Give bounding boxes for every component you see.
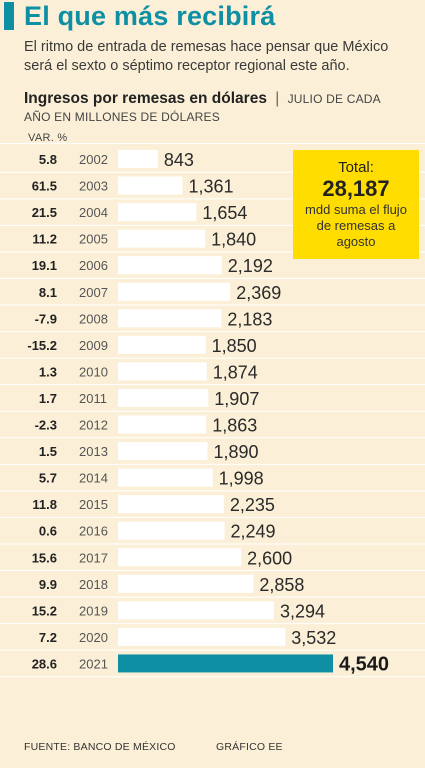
year-label: 2007 (79, 285, 108, 300)
value-label: 3,532 (291, 628, 336, 648)
value-label: 1,890 (214, 442, 259, 462)
year-label: 2018 (79, 577, 108, 592)
bar (118, 388, 209, 407)
var-pct-label: 15.6 (32, 550, 57, 565)
value-label: 1,907 (214, 389, 259, 409)
bar (118, 282, 231, 301)
source-note: FUENTE: BANCO DE MÉXICO (24, 741, 176, 753)
value-label: 1,998 (219, 469, 264, 489)
bar (118, 627, 286, 646)
var-pct-label: 21.5 (32, 205, 57, 220)
var-pct-label: 11.8 (32, 497, 57, 512)
var-pct-label: 15.2 (32, 603, 57, 618)
value-label: 2,235 (230, 495, 275, 515)
value-label: 843 (164, 150, 194, 170)
value-label: 1,874 (213, 362, 258, 382)
bar (118, 309, 222, 328)
year-label: 2014 (79, 471, 108, 486)
var-pct-label: 1.7 (39, 391, 57, 406)
value-label: 2,369 (236, 283, 281, 303)
var-pct-label: 19.1 (32, 258, 57, 273)
bar-highlight (118, 654, 333, 673)
year-label: 2020 (79, 630, 108, 645)
chart-units: AÑO EN MILLONES DE DÓLARES (24, 110, 220, 124)
value-label: 3,294 (280, 601, 325, 621)
year-label: 2006 (79, 258, 108, 273)
bar (118, 229, 206, 248)
var-pct-label: -7.9 (35, 311, 57, 326)
var-pct-label: 11.2 (32, 232, 57, 247)
year-label: 2015 (79, 497, 108, 512)
var-pct-label: 9.9 (39, 577, 57, 592)
year-label: 2012 (79, 418, 108, 433)
year-label: 2017 (79, 550, 108, 565)
var-pct-label: 1.5 (39, 444, 57, 459)
value-label: 2,858 (259, 575, 304, 595)
total-value: 28,187 (322, 176, 390, 201)
year-label: 2004 (79, 205, 108, 220)
graphic-credit: GRÁFICO EE (216, 741, 283, 753)
value-label: 2,192 (228, 256, 273, 276)
headline-accent-bar (4, 2, 14, 30)
var-pct-label: 0.6 (39, 524, 57, 539)
bar (118, 203, 197, 222)
value-label: 4,540 (339, 653, 389, 675)
bar (118, 468, 213, 487)
bar (118, 601, 274, 620)
var-pct-label: 5.8 (39, 152, 57, 167)
value-label: 1,850 (212, 336, 257, 356)
value-label: 1,361 (188, 177, 233, 197)
value-label: 1,654 (202, 203, 247, 223)
value-label: 2,249 (231, 522, 276, 542)
var-pct-label: -2.3 (35, 418, 57, 433)
bar (118, 362, 207, 381)
bar (118, 521, 225, 540)
year-label: 2013 (79, 444, 108, 459)
var-pct-label: 8.1 (39, 285, 57, 300)
var-pct-label: 5.7 (39, 471, 57, 486)
bar (118, 335, 206, 354)
year-label: 2008 (79, 311, 108, 326)
year-label: 2002 (79, 152, 108, 167)
year-label: 2011 (79, 391, 107, 406)
var-pct-label: 1.3 (39, 364, 57, 379)
total-label: Total: (338, 159, 374, 176)
year-label: 2021 (79, 656, 108, 671)
header-divider (0, 143, 425, 144)
bar (118, 415, 207, 434)
value-label: 1,863 (212, 416, 257, 436)
year-label: 2005 (79, 232, 108, 247)
var-pct-label: -15.2 (27, 338, 57, 353)
value-label: 2,183 (227, 309, 272, 329)
var-pct-label: 28.6 (32, 656, 57, 671)
headline: El que más recibirá (24, 1, 276, 31)
dek-text: El ritmo de entrada de remesas hace pens… (24, 39, 389, 74)
year-label: 2009 (79, 338, 108, 353)
year-label: 2010 (79, 364, 108, 379)
bar (118, 176, 183, 195)
var-pct-header: VAR. % (28, 132, 68, 144)
year-label: 2019 (79, 603, 108, 618)
total-description: mdd suma el flujo de remesas a agosto (305, 202, 407, 249)
bar (118, 495, 224, 514)
bar (118, 548, 242, 567)
var-pct-label: 7.2 (39, 630, 57, 645)
chart-title: Ingresos por remesas en dólares (24, 90, 267, 107)
chart-title-separator: | (275, 90, 280, 107)
year-label: 2016 (79, 524, 108, 539)
bar-chart: 5.8 2002 843 61.5 2003 1,361 21.5 2004 1,654 11.2… (0, 150, 425, 678)
total-callout: Total: 28,187 mdd suma el flujo de remes… (293, 150, 419, 259)
bar (118, 442, 208, 461)
year-label: 2003 (79, 179, 108, 194)
chart-title-line: Ingresos por remesas en dólares | JULIO … (24, 89, 419, 109)
bar (118, 150, 158, 168)
value-label: 2,600 (247, 548, 292, 568)
chart-subtitle: JULIO DE CADA (287, 92, 381, 106)
value-label: 1,840 (211, 230, 256, 250)
var-pct-label: 61.5 (32, 179, 57, 194)
bar (118, 574, 254, 593)
bar (118, 256, 222, 275)
